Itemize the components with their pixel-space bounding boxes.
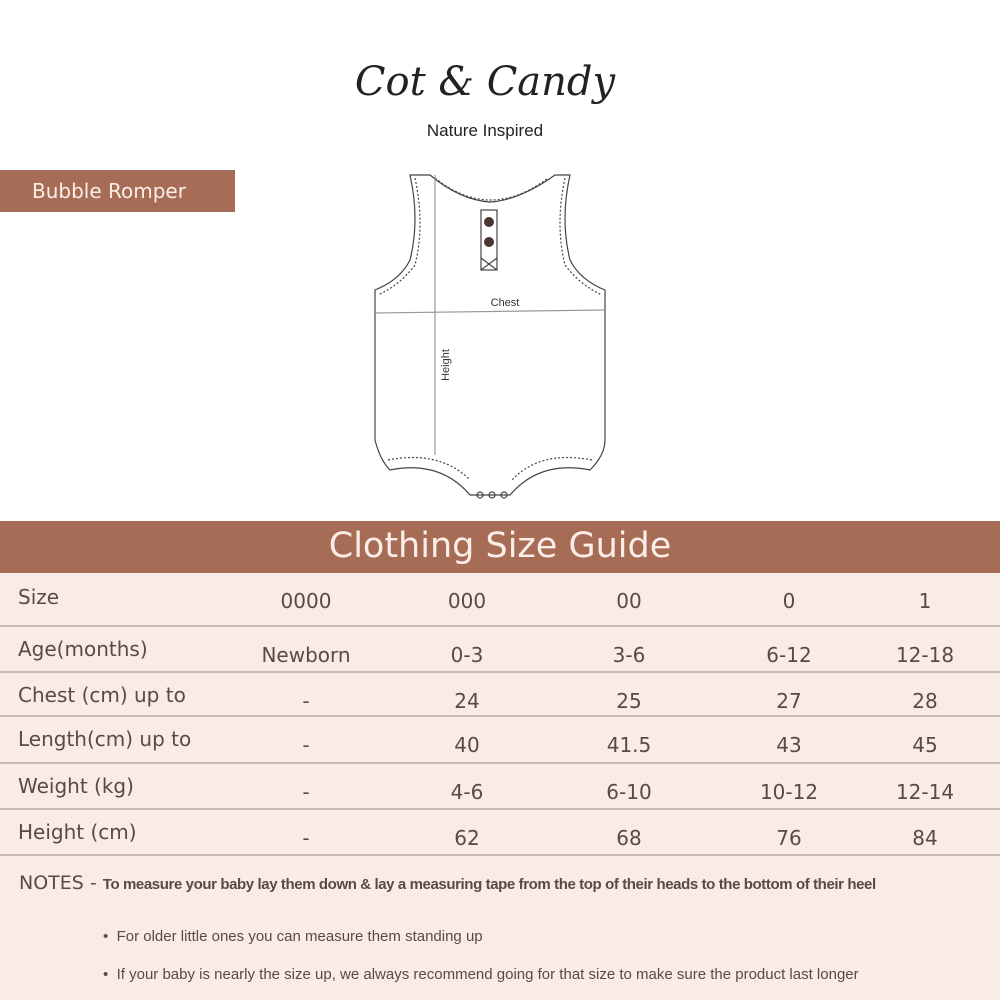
table-row: Weight (kg) - 4-6 6-10 10-12 12-14 <box>0 764 1000 810</box>
table-cell: 6-12 <box>766 643 812 667</box>
table-cell: 0 <box>782 589 796 613</box>
table-cell: 0-3 <box>450 643 484 667</box>
table-cell: - <box>302 780 310 804</box>
notes: NOTES - To measure your baby lay them do… <box>19 872 989 896</box>
row-label: Weight (kg) <box>18 774 134 798</box>
table-row: Size 0000 000 00 0 1 <box>0 573 1000 627</box>
row-label: Length(cm) up to <box>18 727 192 751</box>
table-cell: 76 <box>776 826 802 850</box>
note-bullet: • If your baby is nearly the size up, we… <box>103 966 859 983</box>
table-cell: 4-6 <box>450 780 484 804</box>
table-cell: 6-10 <box>606 780 652 804</box>
table-row: Chest (cm) up to - 24 25 27 28 <box>0 673 1000 717</box>
table-cell: 1 <box>918 589 932 613</box>
table-cell: 000 <box>447 589 487 613</box>
table-cell: 25 <box>616 689 642 713</box>
table-cell: - <box>302 689 310 713</box>
row-label: Height (cm) <box>18 820 137 844</box>
notes-main: To measure your baby lay them down & lay… <box>102 876 876 893</box>
table-cell: Newborn <box>261 643 351 667</box>
table-cell: 10-12 <box>759 780 819 804</box>
brand-tagline: Nature Inspired <box>426 121 544 140</box>
brand-logo: Cot & Candy <box>354 59 616 105</box>
table-cell: 62 <box>454 826 480 850</box>
row-label: Age(months) <box>18 637 148 661</box>
table-row: Height (cm) - 62 68 76 84 <box>0 810 1000 856</box>
table-cell: - <box>302 826 310 850</box>
table-cell: 24 <box>454 689 480 713</box>
height-label: Height <box>440 349 452 381</box>
table-cell: 28 <box>912 689 938 713</box>
chest-label: Chest <box>491 297 520 309</box>
table-cell: 45 <box>912 733 938 757</box>
row-label: Size <box>18 585 60 609</box>
table-cell: 68 <box>616 826 642 850</box>
note-bullet: • For older little ones you can measure … <box>103 928 483 945</box>
table-cell: 41.5 <box>606 733 652 757</box>
romper-diagram: Chest Height <box>374 174 606 499</box>
table-cell: 0000 <box>280 589 332 613</box>
table-cell: 3-6 <box>612 643 646 667</box>
size-table <box>0 573 1000 1000</box>
table-cell: - <box>302 733 310 757</box>
table-cell: 12-18 <box>895 643 955 667</box>
table-cell: 12-14 <box>895 780 955 804</box>
size-guide-title: Clothing Size Guide <box>0 521 1000 573</box>
table-cell: 40 <box>454 733 480 757</box>
table-row: Age(months) Newborn 0-3 3-6 6-12 12-18 <box>0 627 1000 673</box>
note-text: For older little ones you can measure th… <box>116 928 483 945</box>
table-row: Length(cm) up to - 40 41.5 43 45 <box>0 717 1000 764</box>
table-cell: 27 <box>776 689 802 713</box>
table-cell: 00 <box>616 589 642 613</box>
notes-prefix: NOTES - <box>19 872 97 894</box>
note-text: If your baby is nearly the size up, we a… <box>116 966 859 983</box>
table-cell: 84 <box>912 826 938 850</box>
product-name-label: Bubble Romper <box>0 170 235 212</box>
table-cell: 43 <box>776 733 802 757</box>
row-label: Chest (cm) up to <box>18 683 186 707</box>
